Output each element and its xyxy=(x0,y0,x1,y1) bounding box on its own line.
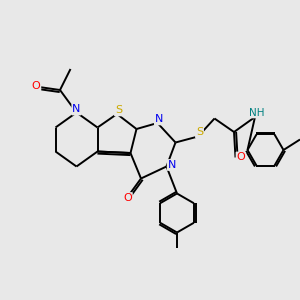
Text: NH: NH xyxy=(249,107,264,118)
Text: N: N xyxy=(72,104,81,115)
Text: N: N xyxy=(168,160,176,170)
Text: S: S xyxy=(196,127,203,137)
Text: N: N xyxy=(155,114,163,124)
Text: O: O xyxy=(32,80,40,91)
Text: S: S xyxy=(115,105,122,116)
Text: O: O xyxy=(236,152,245,163)
Text: O: O xyxy=(123,193,132,203)
